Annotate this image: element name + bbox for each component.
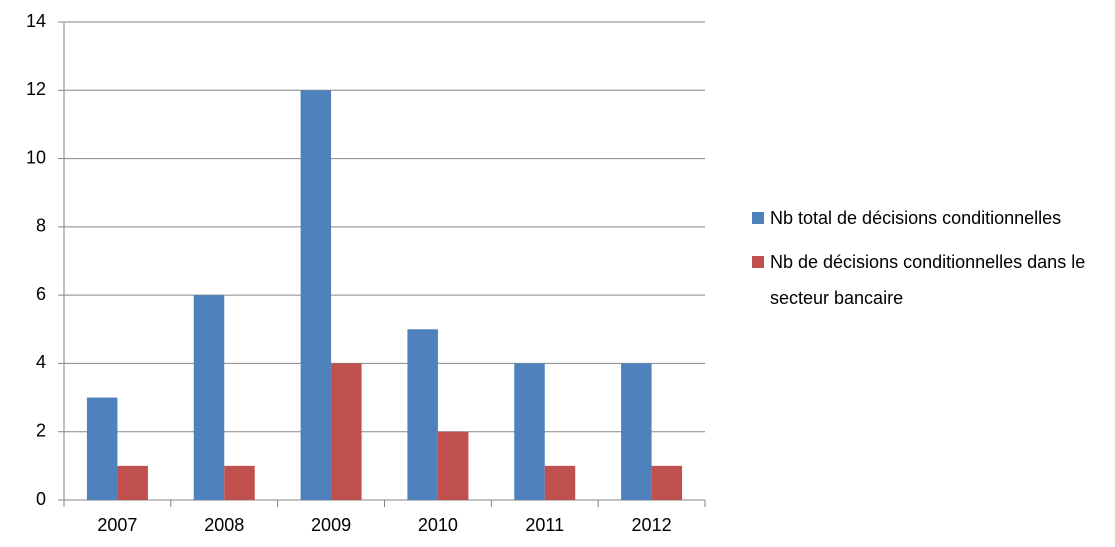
bar <box>407 329 438 500</box>
x-tick-label: 2010 <box>418 515 458 535</box>
y-tick-label: 0 <box>36 489 46 509</box>
x-tick-label: 2008 <box>204 515 244 535</box>
legend-label: Nb de décisions conditionnelles dans le … <box>770 252 1086 308</box>
bar <box>193 295 225 500</box>
y-tick-label: 12 <box>26 79 46 99</box>
y-tick-label: 14 <box>26 11 46 31</box>
y-tick-label: 8 <box>36 216 46 236</box>
x-tick-label: 2012 <box>632 515 672 535</box>
bar <box>514 363 545 500</box>
x-tick-label: 2007 <box>97 515 137 535</box>
bar <box>331 363 362 500</box>
legend-item: Nb total de décisions conditionnelles <box>748 200 1113 236</box>
bar <box>117 465 148 500</box>
bar <box>651 465 683 500</box>
legend-swatch <box>752 256 764 268</box>
bar <box>544 465 576 500</box>
y-tick-label: 2 <box>36 420 46 440</box>
y-tick-label: 4 <box>36 352 46 372</box>
legend-item: Nb de décisions conditionnelles dans le … <box>748 244 1113 316</box>
x-tick-label: 2009 <box>311 515 351 535</box>
bar <box>224 465 255 500</box>
x-tick-label: 2011 <box>525 515 564 535</box>
legend: Nb total de décisions conditionnelles Nb … <box>748 200 1113 324</box>
legend-label: Nb total de décisions conditionnelles <box>770 208 1062 228</box>
bar <box>300 90 332 501</box>
y-tick-label: 10 <box>26 147 46 167</box>
bar <box>621 363 652 500</box>
y-tick-label: 6 <box>36 284 46 304</box>
legend-swatch <box>752 212 764 224</box>
bar <box>437 431 469 500</box>
bar <box>86 397 118 500</box>
